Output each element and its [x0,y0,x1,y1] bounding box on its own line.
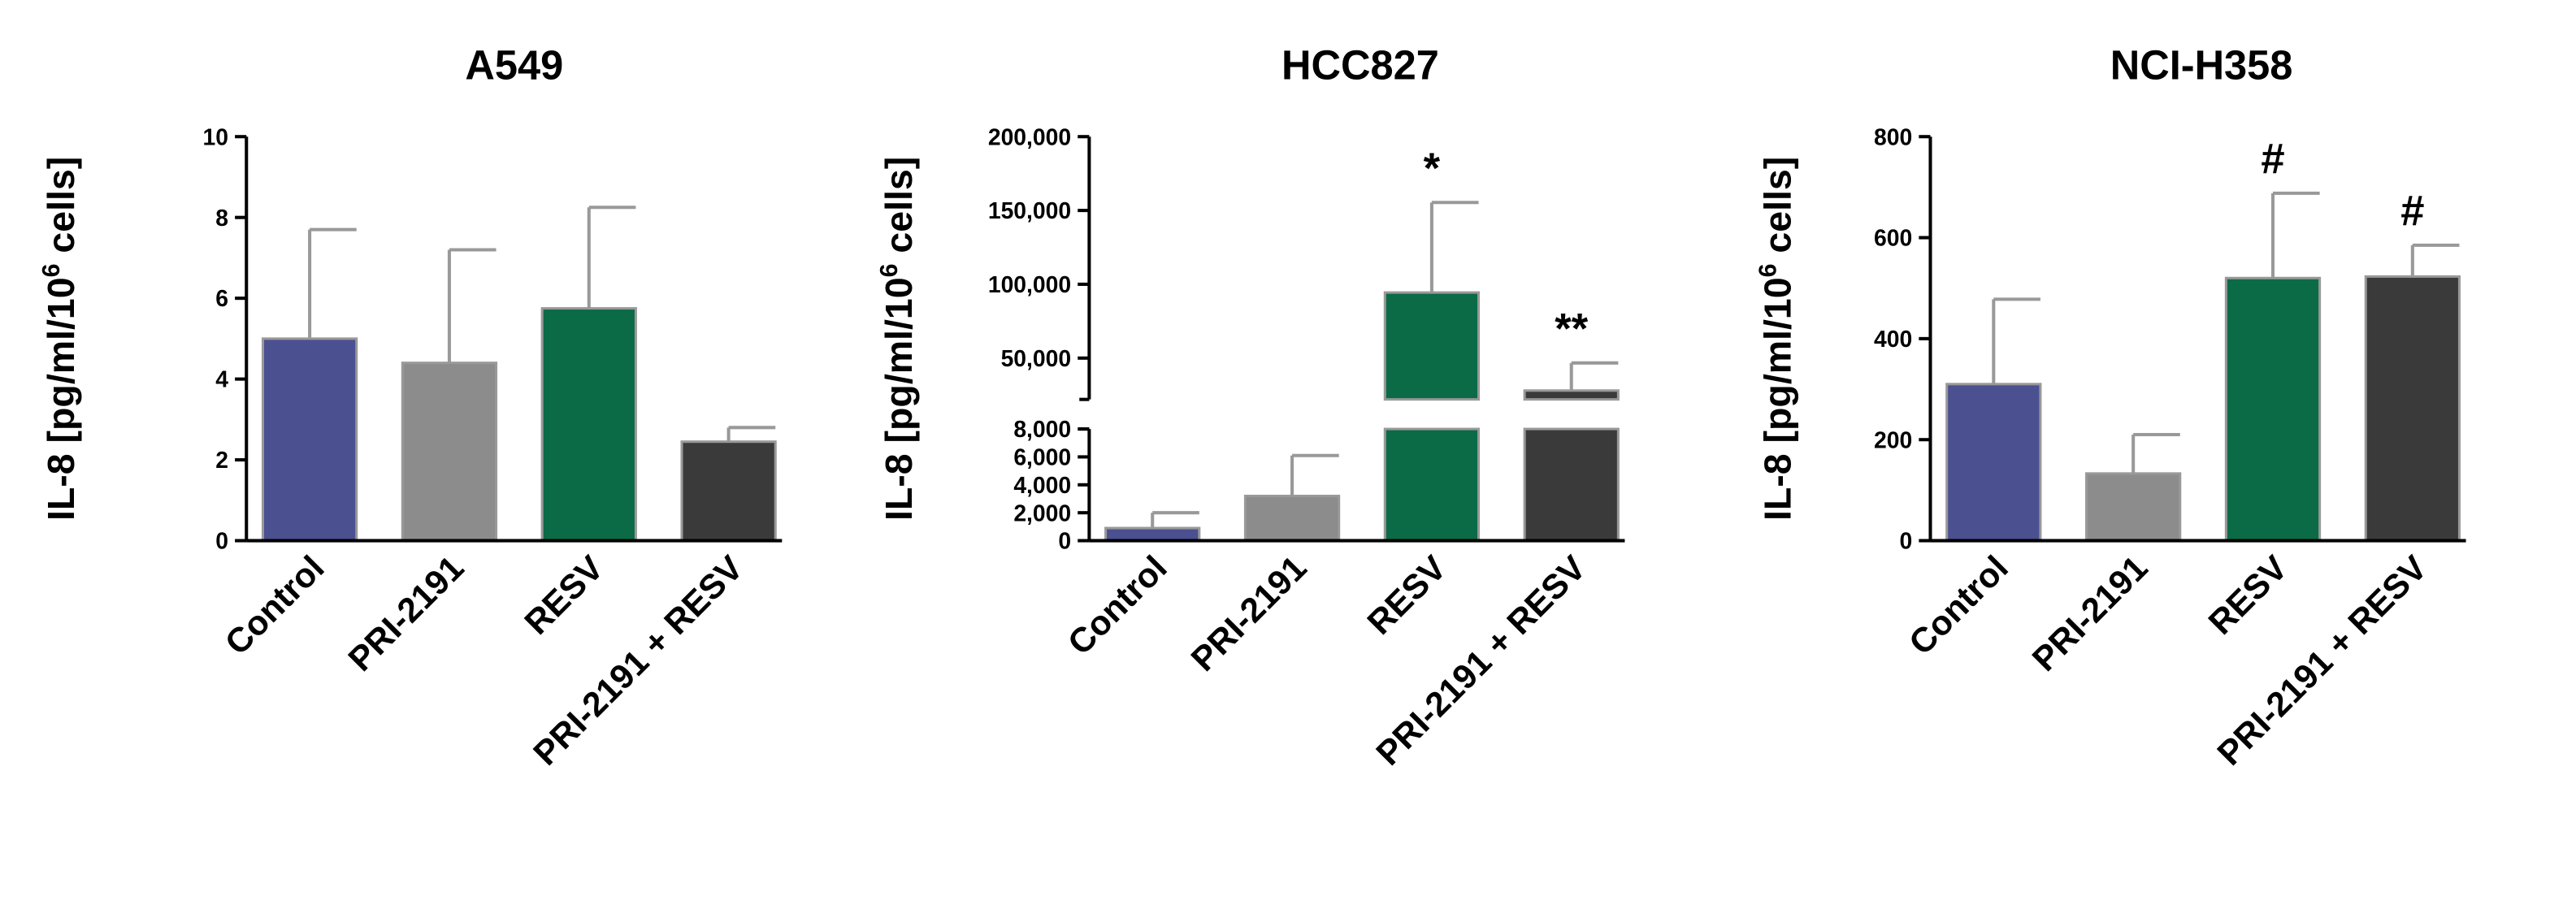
y-tick-label: 8,000 [1013,416,1071,442]
x-tick-label: Control [1902,548,2015,662]
y-axis-label: IL-8 [pg/ml/106 cells] [38,157,82,521]
y-axis-label-sup: 6 [1754,264,1781,278]
y-axis-label: IL-8 [pg/ml/106 cells] [1754,157,1798,521]
y-axis-label-end: cells] [878,157,920,264]
x-tick-label: Control [1060,548,1174,662]
y-tick-label: 200 [1874,426,1912,452]
y-axis-label: IL-8 [pg/ml/106 cells] [876,157,920,521]
y-tick-label: 8 [215,205,228,231]
y-axis-label-sup: 6 [876,264,903,278]
x-tick-label: PRI-2191 [340,548,471,678]
bar [540,307,637,543]
bar [2364,275,2461,543]
bar [1243,495,1341,543]
bar [680,440,777,543]
bar [2085,472,2182,543]
y-tick-label: 0 [1899,528,1912,554]
y-tick-label: 0 [1058,528,1071,554]
y-tick-label: 2,000 [1013,500,1071,526]
x-tick-label: PRI-2191 [1184,548,1314,678]
y-tick-label: 6 [215,285,228,311]
significance-label: * [1424,145,1441,193]
x-tick-label: RESV [517,548,610,642]
y-tick-label: 400 [1874,326,1912,352]
significance-label: ** [1555,305,1588,353]
x-tick-label: RESV [2201,548,2295,642]
bar [401,361,498,543]
y-tick-label: 6,000 [1013,444,1071,470]
y-tick-label: 600 [1874,225,1912,251]
chart-title: NCI-H358 [2110,41,2293,88]
y-axis-label-sup: 6 [38,264,65,278]
y-axis-label-text: IL-8 [pg/ml/10 [40,277,82,521]
y-tick-label: 800 [1874,123,1912,149]
bar [2224,276,2322,543]
bar [1383,427,1481,543]
y-tick-label: 50,000 [1001,345,1072,371]
y-tick-label: 0 [215,528,228,554]
y-axis-label-text: IL-8 [pg/ml/10 [1757,277,1799,521]
y-axis-label-end: cells] [1757,157,1799,264]
y-axis-label-end: cells] [40,157,82,264]
chart-title: HCC827 [1281,41,1439,88]
y-tick-label: 2 [215,447,228,473]
y-tick-label: 100,000 [988,271,1071,297]
significance-label: # [2261,136,2284,184]
bar [1383,291,1481,401]
y-tick-label: 4 [215,366,228,392]
bar [1104,526,1201,543]
x-tick-label: Control [218,548,332,662]
x-tick-label: RESV [1360,548,1454,642]
y-tick-label: 200,000 [988,123,1071,149]
significance-label: # [2400,188,2424,236]
bar [1523,427,1620,543]
y-tick-label: 4,000 [1013,472,1071,498]
bar [1945,383,2042,543]
chart-title: A549 [465,41,563,88]
y-axis-label-text: IL-8 [pg/ml/10 [878,277,920,521]
y-tick-label: 150,000 [988,197,1071,223]
x-tick-label: PRI-2191 [2025,548,2155,678]
bar [261,337,358,543]
y-tick-label: 10 [203,123,228,149]
bar [1523,389,1620,401]
